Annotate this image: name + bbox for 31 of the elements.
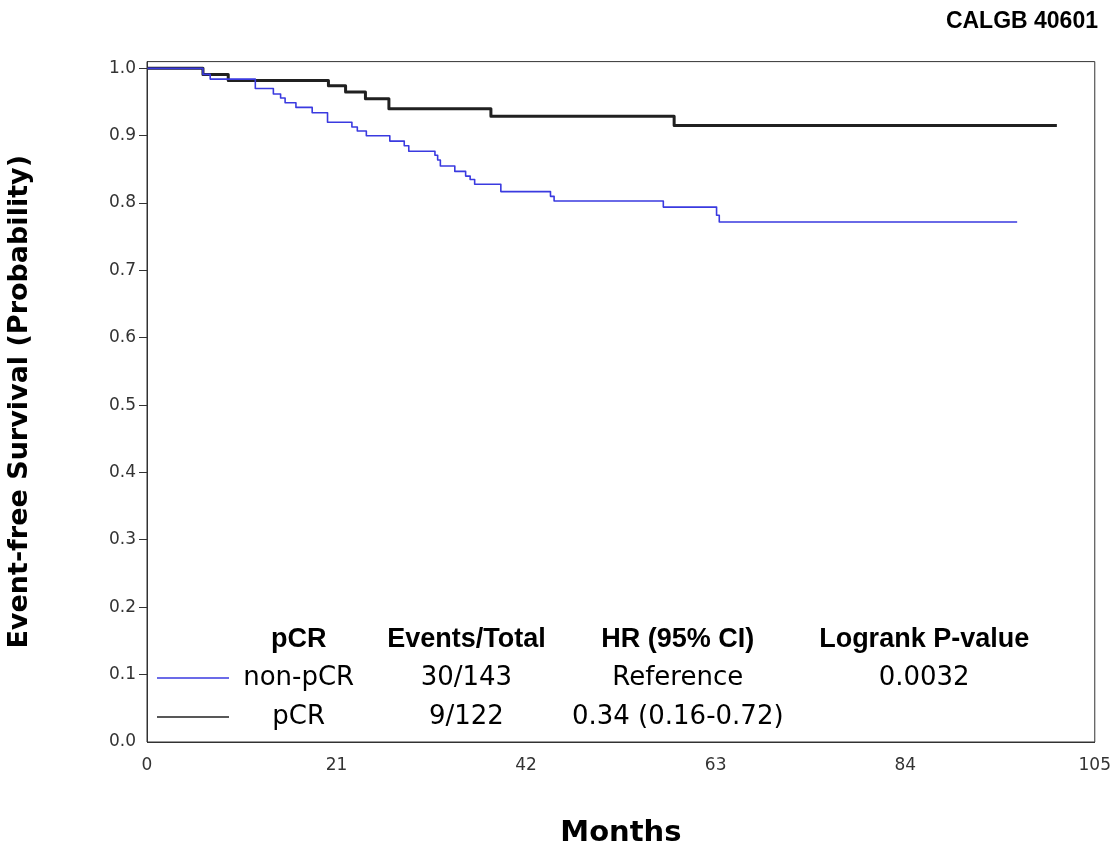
annotation: 0.34 (0.16-0.72) bbox=[571, 699, 784, 730]
y-tick-label: 0.1 bbox=[108, 663, 136, 684]
y-tick-label: 0.2 bbox=[108, 595, 136, 616]
y-tick-label: 0.7 bbox=[108, 258, 136, 279]
x-tick-label: 105 bbox=[1078, 753, 1111, 774]
annotation: 0.0032 bbox=[878, 660, 970, 691]
y-tick-label: 0.3 bbox=[108, 528, 136, 549]
x-axis-title: Months bbox=[560, 814, 682, 849]
x-tick-label: 42 bbox=[515, 753, 537, 774]
annotation: 30/143 bbox=[420, 660, 513, 691]
y-tick-label: 0.9 bbox=[108, 124, 136, 145]
annotation: Reference bbox=[612, 660, 744, 691]
y-tick-label: 0.5 bbox=[108, 393, 136, 414]
annotation: 9/122 bbox=[428, 699, 504, 730]
annotation: HR (95% CI) bbox=[601, 623, 755, 654]
x-tick-label: 0 bbox=[141, 753, 153, 774]
chart-title: CALGB 40601 bbox=[945, 7, 1099, 34]
y-axis-title: Event-free Survival (Probability) bbox=[2, 155, 34, 649]
y-tick-label: 0.8 bbox=[108, 191, 136, 212]
y-tick-label: 0.4 bbox=[108, 460, 136, 481]
x-tick-label: 21 bbox=[325, 753, 348, 774]
annotation: Logrank P-value bbox=[819, 623, 1030, 654]
y-tick-label: 1.0 bbox=[108, 56, 136, 77]
y-tick-label: 0.6 bbox=[108, 326, 136, 347]
legend-label: non-pCR bbox=[243, 660, 355, 691]
legend-title: pCR bbox=[270, 623, 327, 654]
annotation: Events/Total bbox=[387, 623, 546, 654]
x-tick-label: 84 bbox=[894, 753, 917, 774]
x-tick-label: 63 bbox=[704, 753, 727, 774]
legend-label: pCR bbox=[272, 699, 326, 730]
y-tick-label: 0.0 bbox=[108, 730, 136, 751]
